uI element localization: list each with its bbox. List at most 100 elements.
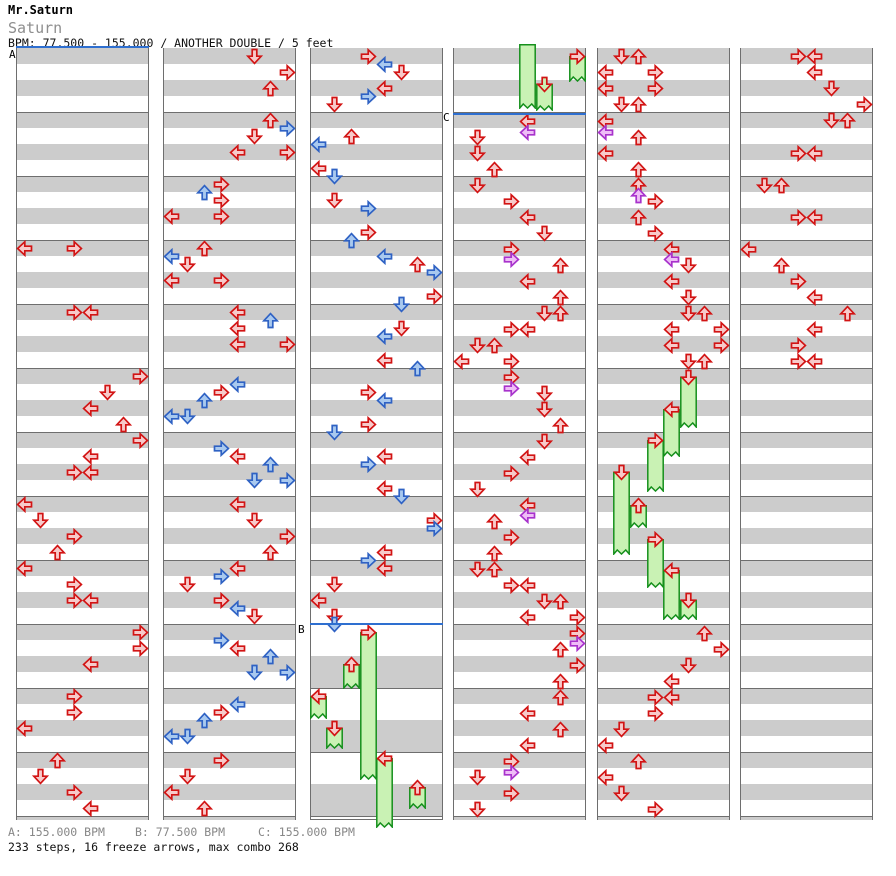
freeze-head-left-icon xyxy=(663,400,680,418)
note-arrow-right-icon xyxy=(132,367,149,385)
measure-line xyxy=(741,816,872,817)
note-arrow-down-icon xyxy=(469,337,487,354)
step-panel-4 xyxy=(453,48,586,820)
beat-stripe xyxy=(164,560,295,576)
beat-stripe xyxy=(164,400,295,416)
freeze-arrow-bar xyxy=(679,377,697,428)
freeze-arrow-bar xyxy=(679,600,697,620)
beat-stripe xyxy=(741,656,872,672)
beat-stripe xyxy=(164,336,295,352)
note-arrow-left-icon xyxy=(376,391,393,409)
note-arrow-down-icon xyxy=(613,96,631,113)
freeze-arrow-bar xyxy=(646,440,664,492)
freeze-head-left-icon xyxy=(376,749,393,767)
note-arrow-right-icon xyxy=(66,703,83,721)
beat-stripe xyxy=(741,784,872,800)
beat-stripe xyxy=(17,80,148,96)
marker-a-bpm-text: A: 155.000 BPM xyxy=(8,825,105,839)
note-arrow-down-icon xyxy=(392,488,410,505)
beat-stripe xyxy=(454,656,585,672)
note-arrow-down-icon xyxy=(469,481,487,498)
note-arrow-up-icon xyxy=(115,415,133,432)
beat-stripe xyxy=(17,656,148,672)
note-arrow-right-icon xyxy=(66,591,83,609)
beat-stripe xyxy=(164,272,295,288)
freeze-head-up-icon xyxy=(409,778,427,795)
beat-stripe xyxy=(17,432,148,448)
beat-stripe xyxy=(17,144,148,160)
beat-stripe xyxy=(741,368,872,384)
note-arrow-left-icon xyxy=(163,407,180,425)
note-arrow-down-icon xyxy=(679,305,697,322)
note-arrow-down-icon xyxy=(613,721,631,738)
note-arrow-right-icon xyxy=(569,656,586,674)
note-arrow-left-icon xyxy=(663,272,680,290)
note-arrow-up-icon xyxy=(343,231,360,248)
note-arrow-right-icon xyxy=(426,287,443,305)
bpm-marker-line-c xyxy=(453,113,586,115)
beat-stripe xyxy=(741,400,872,416)
beat-stripe xyxy=(311,432,442,448)
measure-line xyxy=(454,688,585,689)
measure-line xyxy=(454,624,585,625)
beat-stripe xyxy=(598,48,729,64)
note-arrow-right-icon xyxy=(713,336,730,354)
beat-stripe xyxy=(17,624,148,640)
note-arrow-right-icon xyxy=(503,240,520,258)
beat-stripe xyxy=(17,368,148,384)
measure-line xyxy=(311,176,442,177)
note-arrow-down-icon xyxy=(326,576,344,593)
note-arrow-right-icon xyxy=(503,192,520,210)
note-arrow-left-icon xyxy=(229,559,246,577)
note-arrow-up-icon xyxy=(630,752,647,769)
measure-line xyxy=(741,176,872,177)
note-arrow-up-icon xyxy=(630,208,647,225)
beat-stripe xyxy=(598,240,729,256)
beat-stripe xyxy=(454,720,585,736)
note-arrow-left-icon xyxy=(229,599,246,617)
beat-stripe xyxy=(17,464,148,480)
note-arrow-down-icon xyxy=(32,768,50,785)
measure-line xyxy=(17,688,148,689)
note-arrow-right-icon xyxy=(647,224,664,242)
freeze-head-down-icon xyxy=(326,720,344,737)
note-arrow-up-icon xyxy=(552,288,570,305)
measure-line xyxy=(164,112,295,113)
beat-stripe xyxy=(311,176,442,192)
note-arrow-down-icon xyxy=(179,728,197,745)
note-arrow-right-icon xyxy=(213,631,230,649)
note-arrow-right-icon xyxy=(790,208,807,226)
beat-stripe xyxy=(311,368,442,384)
note-arrow-left-icon xyxy=(663,250,680,268)
note-arrow-right-icon xyxy=(647,79,664,97)
measure-line xyxy=(164,752,295,753)
note-arrow-up-icon xyxy=(839,304,857,321)
note-arrow-down-icon xyxy=(469,801,487,818)
note-arrow-left-icon xyxy=(376,351,393,369)
note-arrow-right-icon xyxy=(647,704,664,722)
measure-line xyxy=(17,112,148,113)
note-arrow-right-icon xyxy=(132,431,149,449)
note-arrow-down-icon xyxy=(245,608,263,625)
beat-stripe xyxy=(164,176,295,192)
note-arrow-up-icon xyxy=(262,455,280,472)
beat-stripe xyxy=(17,592,148,608)
beat-stripe xyxy=(454,304,585,320)
measure-line xyxy=(164,816,295,817)
measure-line xyxy=(454,112,585,113)
freeze-head-right-icon xyxy=(647,530,664,548)
note-arrow-right-icon xyxy=(213,751,230,769)
beat-stripe xyxy=(741,720,872,736)
measure-line xyxy=(311,240,442,241)
measure-line xyxy=(164,496,295,497)
beat-stripe xyxy=(454,784,585,800)
measure-line xyxy=(741,368,872,369)
note-arrow-left-icon xyxy=(163,247,180,265)
measure-line xyxy=(741,752,872,753)
note-arrow-down-icon xyxy=(469,769,487,786)
beat-stripe xyxy=(17,560,148,576)
note-arrow-left-icon xyxy=(663,336,680,354)
measure-line xyxy=(164,560,295,561)
freeze-head-down-icon xyxy=(679,369,697,386)
note-arrow-left-icon xyxy=(82,399,99,417)
